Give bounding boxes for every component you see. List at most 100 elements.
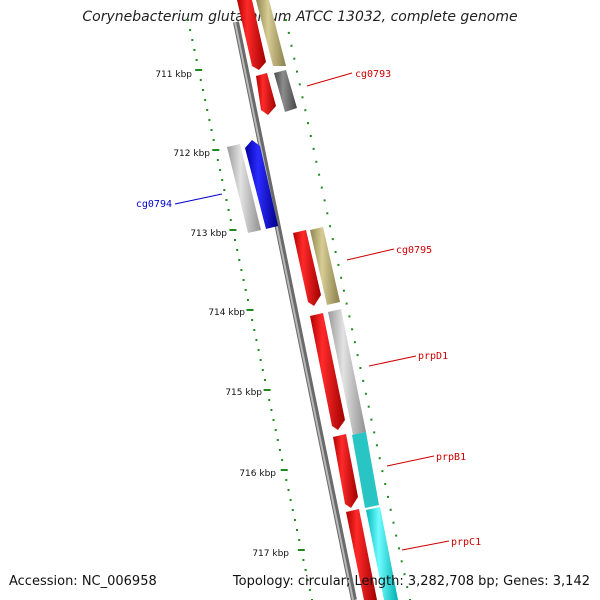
scale-dot	[301, 96, 304, 99]
scale-major-tick	[297, 549, 305, 551]
gene-leader-lines	[174, 72, 450, 551]
scale-dot	[304, 569, 307, 571]
scale-dot	[219, 169, 222, 171]
scale-dot	[287, 31, 290, 34]
scale-dot	[375, 444, 378, 447]
gene-label-prpB1[interactable]: prpB1	[436, 452, 466, 463]
gene-arrow	[237, 0, 266, 70]
scale-dot	[223, 189, 226, 191]
genome-backbone	[233, 21, 357, 600]
gene-bar	[366, 507, 398, 600]
scale-dot	[312, 147, 315, 150]
scale-dot	[367, 405, 370, 408]
scale-dot	[302, 559, 305, 561]
scale-dot	[373, 431, 376, 434]
scale-dot	[353, 341, 356, 344]
scale-dot	[362, 379, 365, 382]
gene-bar	[274, 70, 297, 112]
scale-major-tick	[246, 309, 254, 311]
scale-dot	[389, 508, 392, 511]
gene-label-cg0794[interactable]: cg0794	[136, 199, 172, 210]
scale-dot	[204, 99, 207, 101]
gene-bar	[256, 0, 286, 66]
scale-dot	[298, 539, 301, 541]
scale-dot	[189, 29, 192, 31]
scale-major-tick	[263, 389, 271, 391]
scale-dot	[326, 212, 329, 215]
gene-arrow	[256, 73, 276, 115]
scale-dot	[370, 418, 373, 421]
scale-dot	[329, 225, 332, 228]
gene-bar	[352, 432, 379, 508]
scale-dot	[251, 319, 254, 321]
scale-dot	[290, 44, 293, 47]
scale-dot	[257, 349, 260, 351]
accession-text: Accession: NC_006958	[9, 574, 157, 589]
gene-label-cg0795[interactable]: cg0795	[396, 245, 432, 256]
scale-dot	[281, 459, 284, 461]
scale-dot	[400, 560, 403, 563]
scale-dot	[342, 289, 345, 292]
scale-dot	[216, 159, 219, 161]
scale-dot	[276, 439, 279, 441]
scale-dot	[259, 359, 262, 361]
scale-dot	[351, 328, 354, 331]
scale-dot	[318, 173, 321, 176]
scale-ticks: 711 kbp 712 kbp 713 kbp 714 kbp 715 kbp …	[155, 70, 289, 559]
scale-dot	[381, 470, 384, 473]
scale-dot	[293, 519, 296, 521]
scale-dot	[395, 534, 398, 537]
scale-dot	[208, 119, 211, 121]
scale-dot	[406, 586, 409, 589]
scale-dot	[210, 129, 213, 131]
scale-dot	[238, 259, 241, 261]
scale-dot	[285, 19, 287, 21]
gene-label-prpD1[interactable]: prpD1	[418, 351, 448, 362]
scale-dot	[304, 109, 307, 112]
scale-dot	[331, 238, 334, 241]
gene-features	[227, 0, 398, 600]
gene-arrow	[333, 434, 358, 508]
gene-labels: cg0793 cg0794 cg0795 prpD1 prpB1 prpC1	[136, 69, 481, 548]
scale-dot	[378, 457, 381, 460]
genome-title: Corynebacterium glutamicum ATCC 13032, c…	[82, 9, 518, 25]
gene-label-cg0793[interactable]: cg0793	[355, 69, 391, 80]
scale-dot	[264, 379, 266, 381]
gene-label-prpC1[interactable]: prpC1	[451, 537, 481, 548]
scale-dot	[356, 354, 359, 357]
scale-dot	[225, 199, 228, 201]
scale-major-tick	[280, 469, 288, 471]
scale-dot	[384, 483, 387, 485]
scale-tick-label: 717 kbp	[252, 549, 289, 559]
scale-dot	[337, 263, 340, 266]
scale-dot	[298, 83, 301, 86]
scale-dot	[320, 186, 323, 189]
genome-summary-text: Topology: circular; Length: 3,282,708 bp…	[232, 574, 590, 589]
scale-dot	[234, 239, 236, 241]
gene-arrow	[310, 313, 345, 430]
scale-dot	[334, 251, 337, 253]
scale-dot	[364, 392, 367, 395]
scale-dot	[236, 249, 239, 251]
scale-dot	[289, 499, 292, 501]
scale-major-tick	[195, 69, 203, 71]
scale-dot	[240, 269, 243, 271]
scale-tick-label: 713 kbp	[190, 229, 227, 239]
scale-dot	[287, 489, 290, 491]
scale-dot	[340, 276, 343, 279]
scale-dot	[191, 39, 194, 41]
scale-dot	[227, 209, 230, 211]
scale-major-tick	[212, 149, 220, 151]
scale-dot	[274, 429, 277, 431]
scale-dot	[296, 70, 298, 73]
scale-dot	[309, 135, 312, 137]
scale-dot	[229, 219, 232, 221]
gene-bar	[328, 309, 366, 435]
scale-dot	[195, 59, 198, 61]
scale-dot	[315, 160, 318, 163]
scale-dot	[345, 302, 348, 305]
scale-dot	[278, 449, 281, 451]
scale-tick-label: 714 kbp	[208, 308, 245, 318]
scale-dot	[387, 495, 389, 498]
